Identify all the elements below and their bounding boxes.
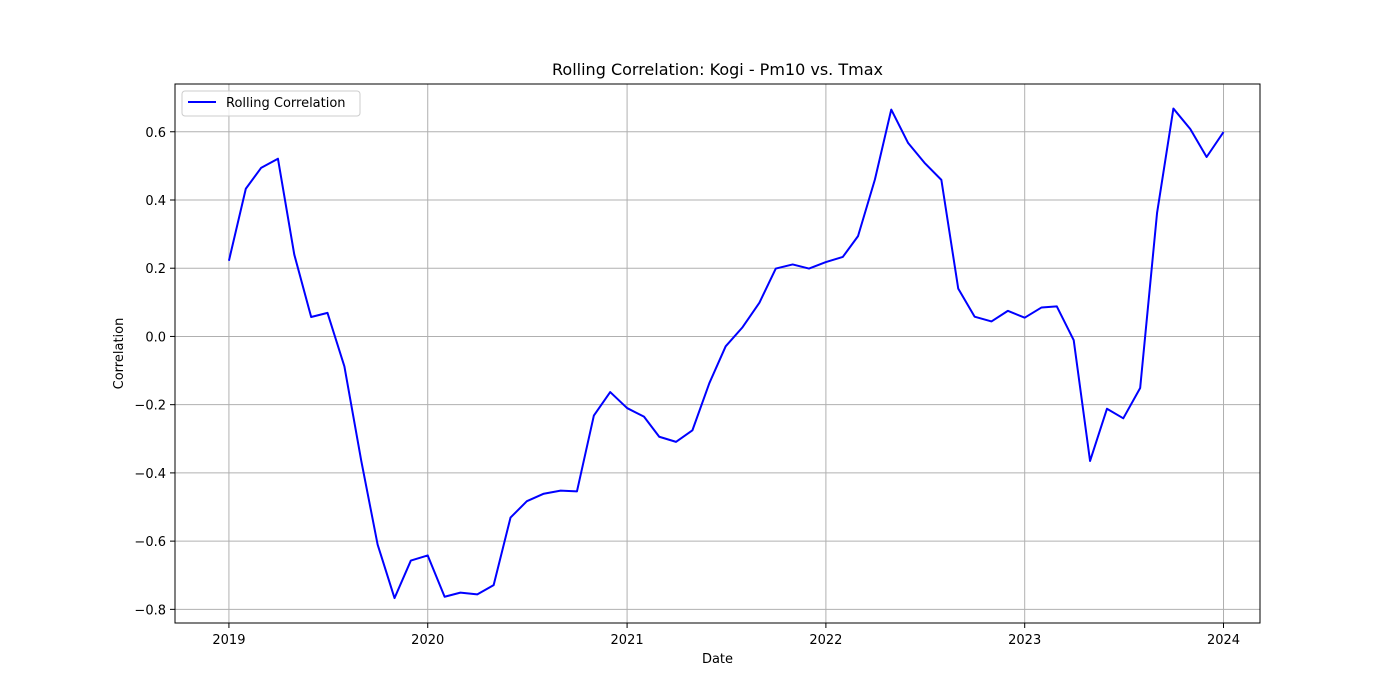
y-tick-label: −0.6 [134, 535, 166, 550]
y-tick-label: −0.8 [134, 603, 166, 618]
y-tick-label: 0.2 [145, 262, 166, 277]
legend: Rolling Correlation [181, 90, 361, 117]
x-tick-label: 2021 [611, 633, 644, 648]
x-tick-label: 2022 [809, 633, 842, 648]
x-tick-label: 2019 [212, 633, 245, 648]
y-tick-label: −0.4 [134, 467, 166, 482]
chart-title: Rolling Correlation: Kogi - Pm10 vs. Tma… [552, 60, 883, 79]
x-tick-label: 2020 [411, 633, 444, 648]
y-tick-label: 0.0 [145, 330, 166, 345]
x-tick-label: 2023 [1008, 633, 1041, 648]
legend-box [181, 90, 361, 117]
y-tick-label: 0.4 [145, 194, 166, 209]
y-axis: −0.8 −0.6 −0.4 −0.2 0.0 0.2 0.4 0.6 [134, 126, 175, 618]
y-axis-label: Correlation [112, 318, 127, 390]
x-axis: 2019 2020 2021 2022 2023 2024 [212, 623, 1240, 648]
y-tick-label: 0.6 [145, 126, 166, 141]
y-tick-label: −0.2 [134, 399, 166, 414]
x-tick-label: 2024 [1207, 633, 1240, 648]
grid-lines [175, 84, 1260, 623]
series-group [227, 107, 1225, 600]
plot-frame [174, 83, 1261, 624]
x-axis-label: Date [702, 652, 733, 667]
legend-label-rolling-correlation: Rolling Correlation [226, 96, 346, 111]
series-line-rolling-correlation [227, 107, 1225, 600]
